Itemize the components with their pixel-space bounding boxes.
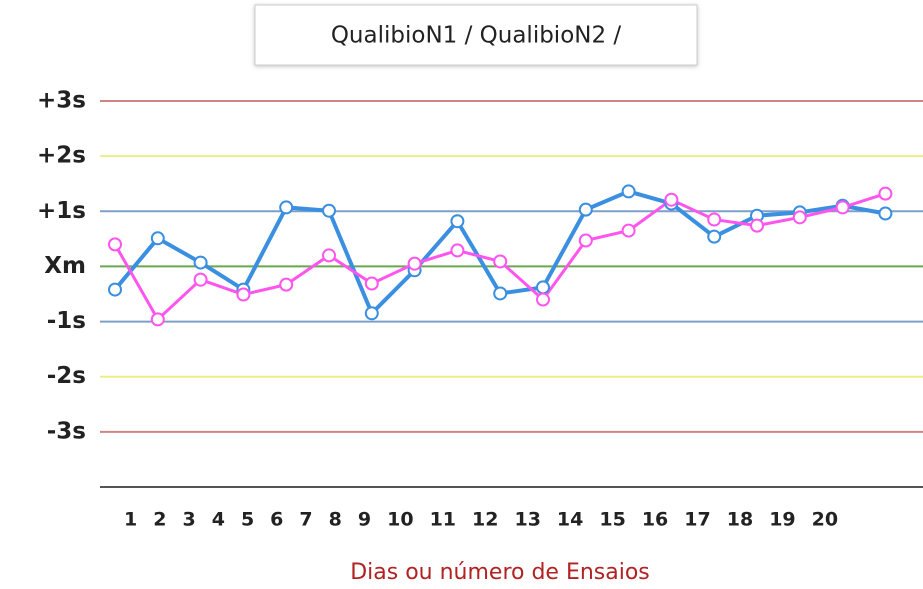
point	[578, 233, 593, 248]
y-tick-label: +2s	[37, 143, 86, 169]
chart-title: QualibioN1 / QualibioN2 /	[331, 23, 622, 49]
point	[707, 229, 722, 244]
x-axis-label: Dias ou número de Ensaios	[350, 560, 650, 585]
y-tick-label: -1s	[47, 308, 86, 334]
x-tick-label: 18	[727, 509, 753, 531]
point	[322, 203, 336, 218]
point	[364, 306, 379, 321]
x-tick-label: 5	[241, 509, 254, 531]
point	[878, 186, 893, 201]
point	[792, 210, 807, 225]
point	[108, 282, 122, 297]
y-tick-label: -2s	[47, 363, 86, 389]
point	[578, 202, 593, 217]
y-tick-label: -3s	[47, 418, 86, 444]
point	[364, 276, 379, 291]
point	[664, 192, 679, 207]
x-tick-label: 19	[769, 509, 795, 531]
point	[193, 272, 208, 287]
x-tick-label: 6	[270, 509, 283, 531]
x-tick-label: 12	[472, 509, 498, 531]
x-tick-label: 13	[514, 509, 540, 531]
x-tick-label: 1	[124, 509, 137, 531]
x-tick-label: 16	[642, 509, 668, 531]
point	[279, 200, 294, 215]
y-tick-label: Xm	[44, 253, 86, 279]
point	[279, 277, 294, 292]
x-tick-label: 11	[430, 509, 456, 531]
point	[150, 312, 165, 327]
x-tick-label: 10	[387, 509, 413, 531]
y-tick-label: +1s	[37, 198, 86, 224]
x-tick-label: 9	[358, 509, 371, 531]
point	[236, 287, 251, 302]
x-tick-label: 3	[182, 509, 195, 531]
point	[621, 184, 636, 199]
point	[493, 286, 508, 301]
point	[621, 223, 636, 238]
x-tick-label: 2	[153, 509, 166, 531]
point	[707, 212, 722, 227]
x-tick-label: 20	[812, 509, 838, 531]
point	[150, 231, 165, 246]
point	[450, 214, 465, 229]
point	[750, 218, 764, 233]
title-box	[254, 4, 698, 66]
x-tick-label: 14	[557, 509, 583, 531]
point	[536, 280, 550, 295]
point	[322, 248, 336, 263]
y-tick-label: +3s	[37, 88, 86, 114]
point	[878, 206, 893, 221]
x-tick-label: 7	[299, 509, 312, 531]
point	[193, 255, 208, 270]
x-tick-label: 4	[212, 509, 225, 531]
x-tick-label: 17	[684, 509, 710, 531]
x-tick-label: 15	[599, 509, 625, 531]
point	[450, 243, 465, 258]
point	[536, 292, 550, 307]
point	[108, 237, 122, 252]
point	[835, 200, 850, 215]
x-tick-label: 8	[329, 509, 342, 531]
point	[493, 254, 508, 269]
point	[407, 256, 422, 271]
